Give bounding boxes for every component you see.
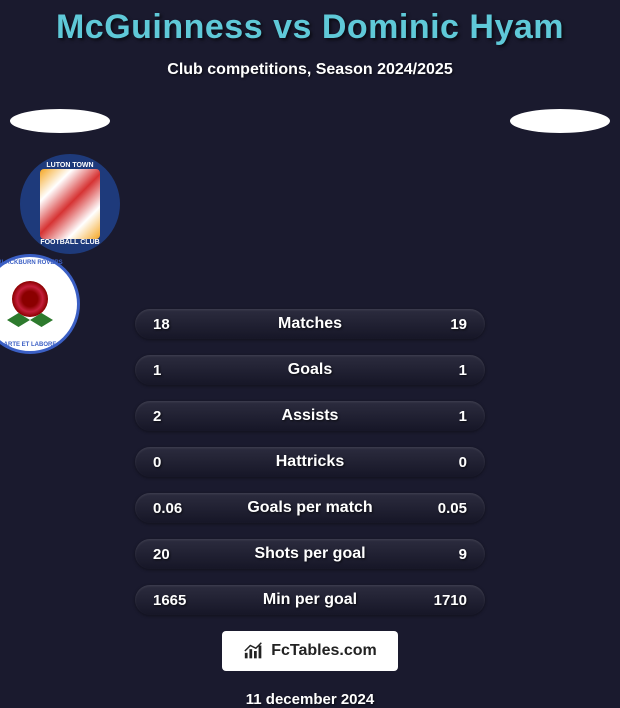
chart-icon — [243, 641, 265, 661]
stat-value-left: 20 — [153, 546, 205, 563]
footer-logo-text: FcTables.com — [271, 642, 377, 660]
stat-value-right: 9 — [415, 546, 467, 563]
blackburn-bottom-text: ARTE ET LABORE — [0, 342, 77, 348]
stat-value-left: 0 — [153, 454, 205, 471]
stat-value-right: 0 — [415, 454, 467, 471]
stat-label: Matches — [205, 315, 415, 333]
club-badge-right: BLACKBURN ROVERS ARTE ET LABORE — [0, 254, 80, 354]
stat-row: 0 Hattricks 0 — [135, 447, 485, 477]
stats-table: 18 Matches 19 1 Goals 1 2 Assists 1 0 Ha… — [135, 309, 485, 615]
luton-top-text: LUTON TOWN — [22, 162, 118, 169]
luton-bottom-text: FOOTBALL CLUB — [22, 239, 118, 246]
page-subtitle: Club competitions, Season 2024/2025 — [0, 61, 620, 79]
stat-label: Min per goal — [205, 591, 415, 609]
stat-value-right: 1 — [415, 408, 467, 425]
stat-value-left: 1665 — [153, 592, 205, 609]
club-badge-left: LUTON TOWN FOOTBALL CLUB — [20, 154, 120, 254]
stat-value-right: 19 — [415, 316, 467, 333]
stat-label: Goals per match — [205, 499, 415, 517]
stat-row: 0.06 Goals per match 0.05 — [135, 493, 485, 523]
stat-value-left: 0.06 — [153, 500, 205, 517]
stat-value-right: 1 — [415, 362, 467, 379]
stat-row: 18 Matches 19 — [135, 309, 485, 339]
country-flag-left — [10, 109, 110, 133]
comparison-container: LUTON TOWN FOOTBALL CLUB BLACKBURN ROVER… — [0, 109, 620, 615]
stat-label: Shots per goal — [205, 545, 415, 563]
stat-row: 2 Assists 1 — [135, 401, 485, 431]
stat-value-left: 1 — [153, 362, 205, 379]
stat-row: 20 Shots per goal 9 — [135, 539, 485, 569]
country-flag-right — [510, 109, 610, 133]
page-title: McGuinness vs Dominic Hyam — [0, 0, 620, 47]
blackburn-top-text: BLACKBURN ROVERS — [0, 260, 77, 266]
rose-icon — [7, 281, 53, 327]
footer-logo: FcTables.com — [222, 631, 398, 671]
stat-label: Hattricks — [205, 453, 415, 471]
stat-row: 1 Goals 1 — [135, 355, 485, 385]
stat-value-right: 1710 — [415, 592, 467, 609]
stat-value-left: 18 — [153, 316, 205, 333]
stat-value-right: 0.05 — [415, 500, 467, 517]
stat-label: Assists — [205, 407, 415, 425]
stat-value-left: 2 — [153, 408, 205, 425]
luton-shield-icon — [40, 169, 100, 239]
date-text: 11 december 2024 — [0, 691, 620, 708]
stat-row: 1665 Min per goal 1710 — [135, 585, 485, 615]
stat-label: Goals — [205, 361, 415, 379]
